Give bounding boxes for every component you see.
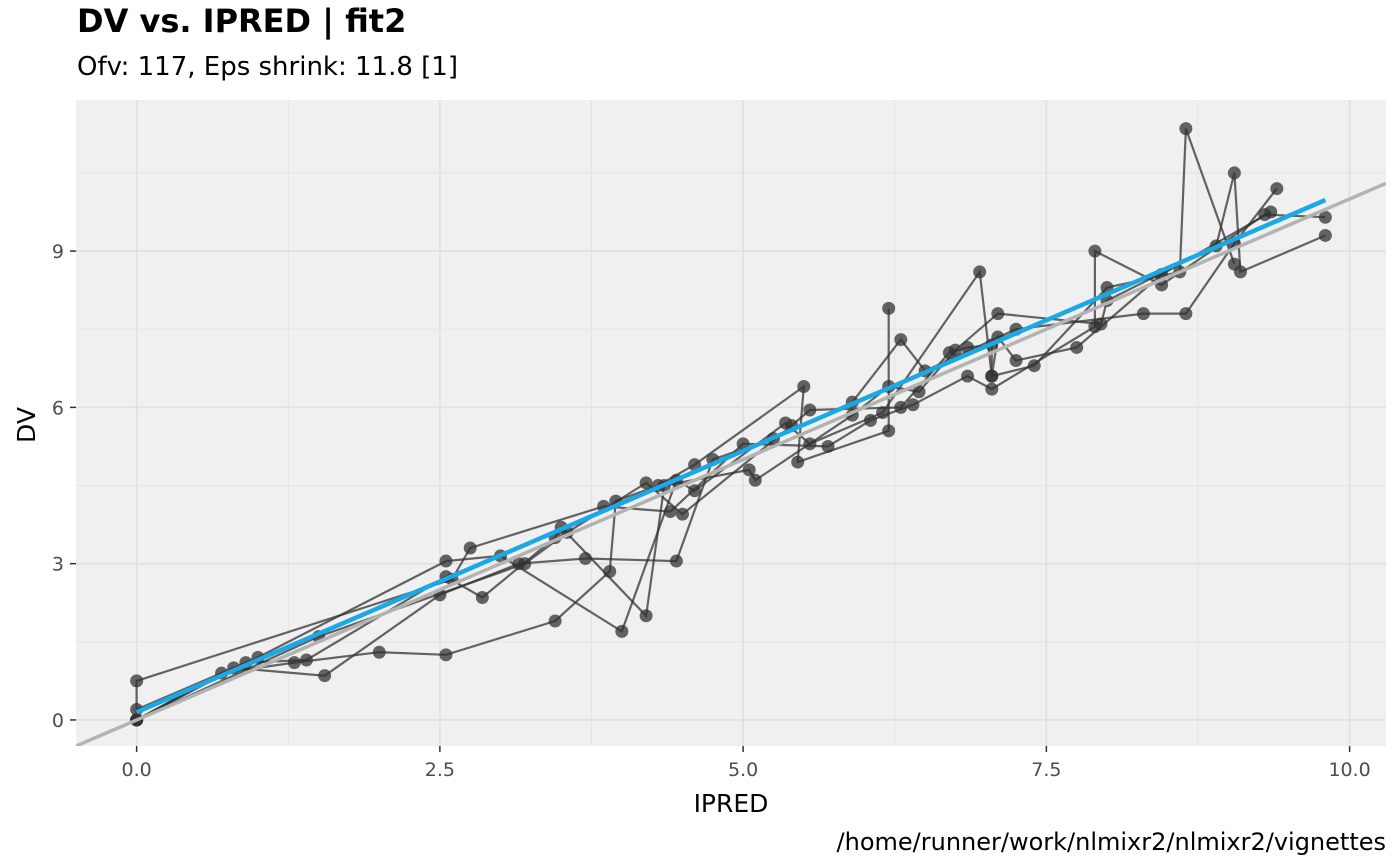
data-point	[1088, 320, 1102, 334]
smooth-line	[135, 197, 1327, 715]
data-point	[748, 473, 762, 487]
data-point	[821, 439, 835, 453]
data-point	[1088, 244, 1102, 258]
grid-lines	[76, 100, 1386, 746]
source-caption: /home/runner/work/nlmixr2/nlmixr2/vignet…	[836, 828, 1386, 856]
data-point	[130, 674, 144, 688]
x-tick-label: 0.0	[122, 759, 152, 781]
data-point	[894, 333, 908, 347]
data-point	[1318, 210, 1332, 224]
x-tick-label: 10.0	[1328, 759, 1370, 781]
data-point	[1227, 166, 1241, 180]
data-point	[475, 591, 489, 605]
data-point	[603, 564, 617, 578]
data-point	[1179, 307, 1193, 321]
data-point	[1318, 228, 1332, 242]
data-point	[675, 507, 689, 521]
identity-line	[76, 181, 1386, 746]
data-point	[1270, 182, 1284, 196]
data-point	[1136, 307, 1150, 321]
data-point	[906, 398, 920, 412]
data-point	[439, 648, 453, 662]
data-point	[791, 455, 805, 469]
data-point	[578, 551, 592, 565]
x-tick-label: 2.5	[425, 759, 455, 781]
data-point	[287, 656, 301, 670]
data-point	[742, 463, 756, 477]
data-point	[912, 385, 926, 399]
data-point	[803, 403, 817, 417]
data-point	[985, 369, 999, 383]
data-point	[669, 554, 683, 568]
data-point	[973, 265, 987, 279]
data-point	[1009, 353, 1023, 367]
y-axis: 0 3 6 9	[52, 241, 76, 732]
data-point	[1233, 265, 1247, 279]
data-point	[548, 614, 562, 628]
y-tick-label: 6	[52, 397, 64, 419]
data-point	[663, 505, 677, 519]
reference-lines	[76, 181, 1386, 746]
data-point	[803, 437, 817, 451]
x-tick-label: 5.0	[728, 759, 758, 781]
chart-subtitle: Ofv: 117, Eps shrink: 11.8 [1]	[77, 52, 458, 82]
data-point	[299, 653, 313, 667]
y-tick-label: 3	[52, 554, 64, 576]
chart-title: DV vs. IPRED | fit2	[77, 2, 407, 40]
data-point	[1179, 122, 1193, 136]
data-point	[688, 484, 702, 498]
data-point	[991, 307, 1005, 321]
data-point	[518, 557, 532, 571]
data-point	[1264, 205, 1278, 219]
data-point	[639, 609, 653, 623]
data-point	[639, 476, 653, 490]
data-point	[372, 645, 386, 659]
data-point	[942, 346, 956, 360]
data-point	[439, 554, 453, 568]
data-point	[318, 669, 332, 683]
data-point	[863, 413, 877, 427]
data-point	[961, 369, 975, 383]
y-axis-title: DV	[12, 407, 41, 443]
data-point	[1070, 340, 1084, 354]
x-axis: 0.0 2.5 5.0 7.5 10.0	[122, 746, 1371, 781]
data-point	[882, 424, 896, 438]
data-point	[882, 301, 896, 315]
data-point	[797, 380, 811, 394]
y-tick-label: 0	[52, 710, 64, 732]
data-point	[985, 382, 999, 396]
data-point	[463, 541, 477, 555]
data-point	[894, 400, 908, 414]
x-axis-title: IPRED	[694, 789, 769, 818]
data-point	[1027, 359, 1041, 373]
data-point	[615, 624, 629, 638]
y-tick-label: 9	[52, 241, 64, 263]
x-tick-label: 7.5	[1031, 759, 1061, 781]
data-point	[876, 406, 890, 420]
